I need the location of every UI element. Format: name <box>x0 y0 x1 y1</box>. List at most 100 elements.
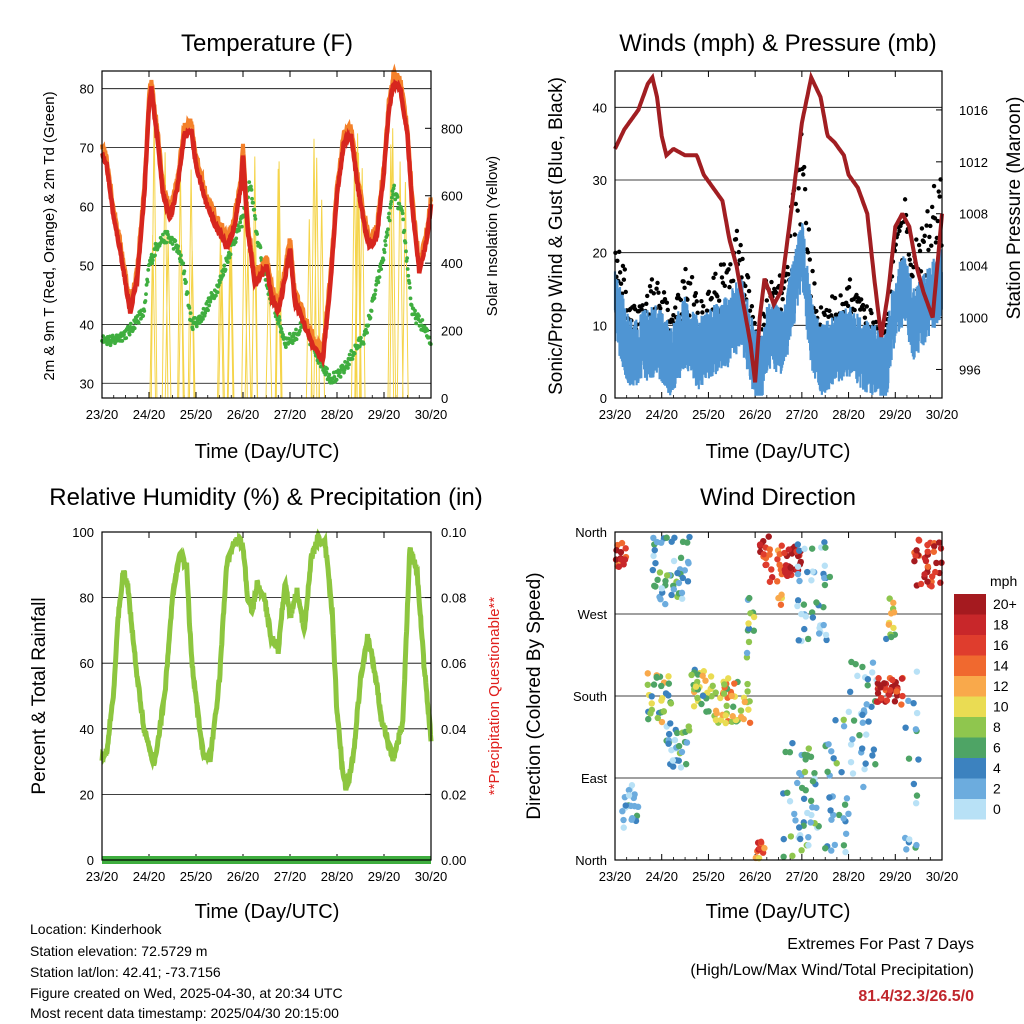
gust-point <box>734 228 740 234</box>
direction-point <box>830 811 837 819</box>
direction-point <box>686 727 693 734</box>
x-tick-label: 23/20 <box>86 407 119 422</box>
dewpoint-point <box>392 183 397 188</box>
gust-point <box>802 187 808 192</box>
dewpoint-point <box>142 309 147 313</box>
legend-swatch <box>954 799 986 820</box>
direction-point <box>628 816 635 823</box>
humidity-ylabel: Percent & Total Rainfall <box>29 597 50 794</box>
gust-point <box>691 302 697 307</box>
direction-point <box>699 692 707 699</box>
gust-point <box>864 304 869 309</box>
gust-point <box>897 228 902 234</box>
gust-point <box>618 281 624 286</box>
direction-point <box>708 693 715 700</box>
x-tick-label: 28/20 <box>832 869 865 884</box>
direction-point <box>669 763 677 770</box>
gust-point <box>846 284 852 290</box>
dewpoint-point <box>386 227 390 232</box>
direction-point <box>789 852 796 860</box>
direction-point <box>822 631 830 639</box>
dewpoint-point <box>141 314 146 318</box>
dewpoint-point <box>332 374 337 379</box>
legend-label: 4 <box>993 760 1001 776</box>
dewpoint-point <box>350 357 355 361</box>
dewpoint-point <box>414 321 419 326</box>
x-tick-label: 28/20 <box>832 407 865 422</box>
x-tick-label: 25/20 <box>180 869 213 884</box>
dewpoint-point <box>389 199 394 204</box>
gust-point <box>620 263 626 269</box>
winds-xlabel: Time (Day/UTC) <box>706 441 851 463</box>
direction-point <box>826 794 833 801</box>
direction-point <box>668 591 675 599</box>
dewpoint-point <box>238 220 243 225</box>
wind-direction-title: Wind Direction <box>700 484 856 511</box>
dewpoint-point <box>255 232 259 236</box>
gust-point <box>617 249 622 255</box>
direction-point <box>746 594 753 602</box>
legend-swatch <box>954 758 986 779</box>
direction-point <box>883 697 891 704</box>
direction-point <box>821 539 828 546</box>
gust-point <box>801 172 806 177</box>
direction-point <box>843 795 851 802</box>
gust-point <box>792 232 798 237</box>
direction-point <box>690 703 698 710</box>
legend-swatch <box>954 717 986 738</box>
direction-point <box>801 768 809 776</box>
gust-point <box>681 279 686 284</box>
dewpoint-point <box>347 362 351 367</box>
direction-point <box>930 548 938 555</box>
dewpoint-point <box>182 269 187 274</box>
dewpoint-point <box>227 255 232 260</box>
direction-point <box>899 692 906 700</box>
legend-swatch <box>954 696 986 717</box>
direction-point <box>778 542 785 549</box>
y-tick-label: 10 <box>593 318 607 333</box>
direction-point <box>801 625 808 633</box>
legend-swatch <box>954 655 986 676</box>
direction-point <box>653 673 660 681</box>
dewpoint-point <box>368 315 373 320</box>
gust-point <box>662 296 668 302</box>
direction-point <box>731 680 738 687</box>
gust-point <box>919 226 925 231</box>
gust-point <box>907 257 912 262</box>
dewpoint-point <box>420 318 425 322</box>
direction-point <box>763 561 770 568</box>
gust-point <box>847 277 853 282</box>
dewpoint-point <box>358 335 363 340</box>
dewpoint-point <box>393 197 398 202</box>
gust-point <box>827 308 832 314</box>
direction-point <box>912 726 920 733</box>
gust-point <box>801 164 807 170</box>
x-tick-label: 25/20 <box>180 407 213 422</box>
gust-point <box>695 310 700 316</box>
dewpoint-point <box>136 320 141 325</box>
winds-ylabel: Sonic/Prop Wind & Gust (Blue, Black) <box>546 77 567 395</box>
direction-point <box>678 595 686 602</box>
legend-label: 10 <box>993 699 1009 715</box>
dewpoint-point <box>403 240 408 245</box>
direction-point <box>910 780 918 788</box>
direction-point <box>717 716 725 724</box>
direction-point <box>886 686 894 694</box>
gust-point <box>761 322 767 328</box>
gust-point <box>685 297 690 302</box>
x-tick-label: 30/20 <box>926 407 959 422</box>
winds-panel: Winds (mph) & Pressure (mb) 23/20 24/20 25… <box>546 30 1024 463</box>
direction-point <box>915 537 923 544</box>
direction-point <box>745 638 753 646</box>
direction-point <box>811 769 818 777</box>
direction-point <box>861 765 868 773</box>
dewpoint-point <box>290 341 295 346</box>
dewpoint-point <box>127 332 132 337</box>
info-location: Location: Kinderhook <box>30 921 162 937</box>
direction-point <box>669 757 677 764</box>
direction-point <box>840 815 847 822</box>
dewpoint-point <box>334 377 339 382</box>
dewpoint-point <box>215 290 220 295</box>
direction-point <box>883 635 890 643</box>
legend-swatch <box>954 778 986 799</box>
